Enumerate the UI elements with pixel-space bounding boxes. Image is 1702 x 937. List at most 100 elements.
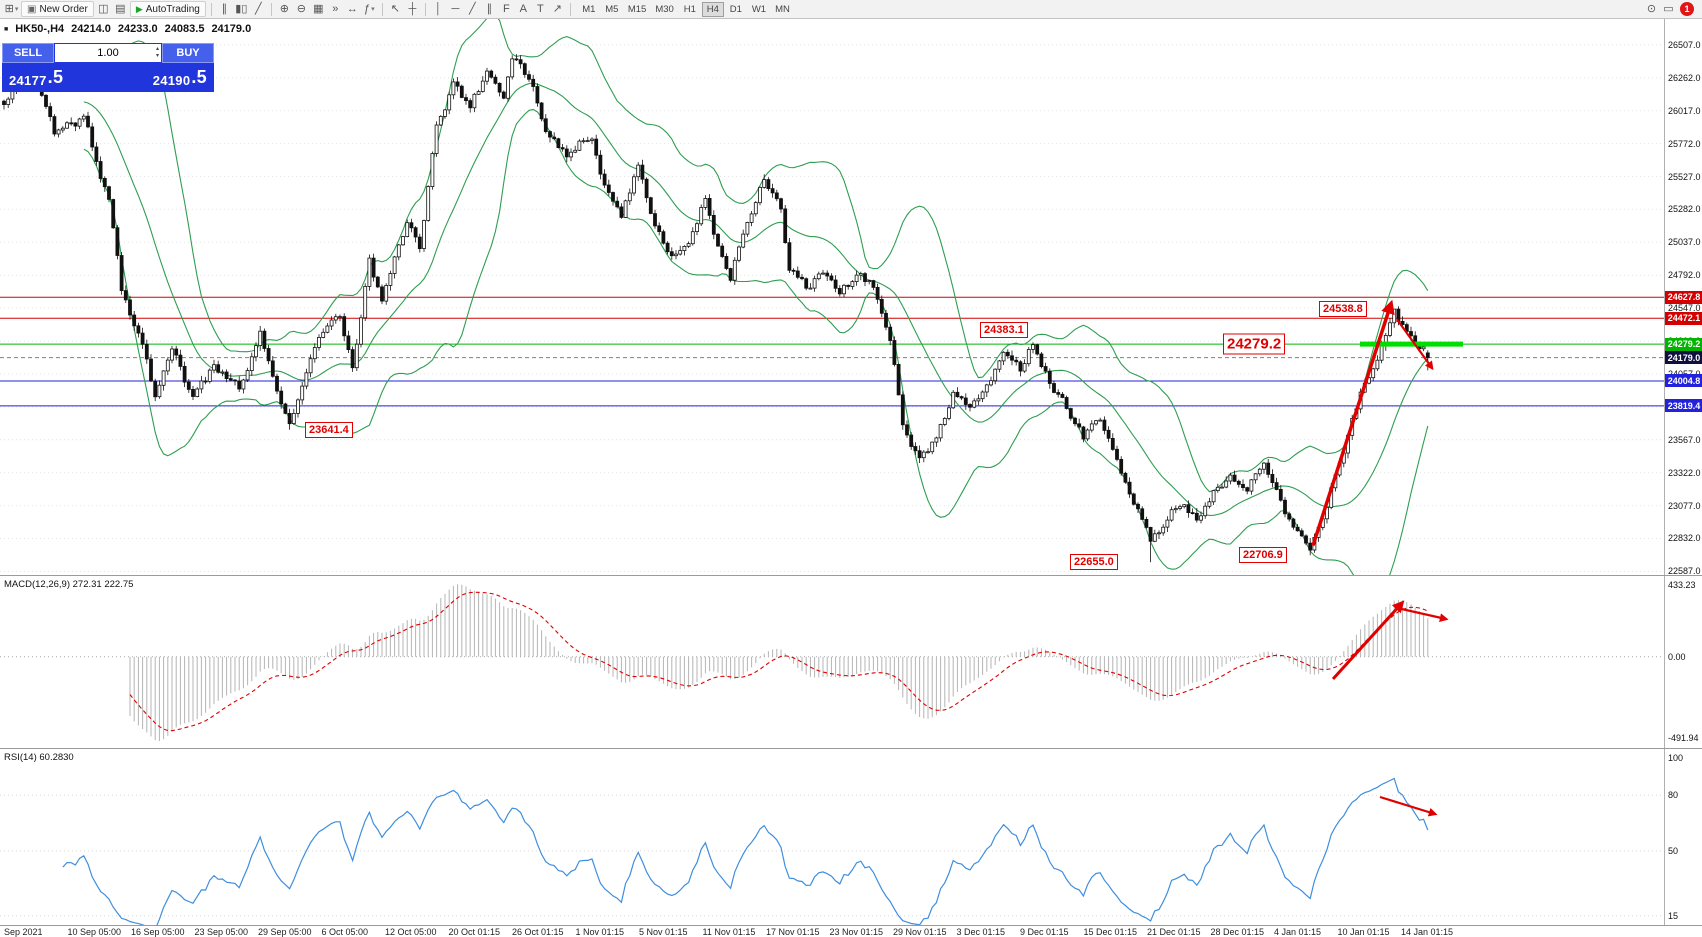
- time-axis-label: 4 Jan 01:15: [1274, 927, 1322, 937]
- time-axis-label: 29 Nov 01:15: [893, 927, 947, 937]
- macd-panel: 433.23 0.00 -491.94 MACD(12,26,9) 272.31 2…: [0, 575, 1702, 748]
- time-axis-label: 28 Dec 01:15: [1210, 927, 1265, 937]
- time-axis-label: 6 Oct 05:00: [321, 927, 369, 937]
- rsi-axis: 100 80 50 15: [1664, 749, 1702, 925]
- timeframe-button-M30[interactable]: M30: [655, 3, 674, 15]
- indicators-icon[interactable]: ƒ ▾: [364, 2, 375, 15]
- time-axis-label: 29 Sep 05:00: [258, 927, 312, 937]
- ohlc-close: 24179.0: [211, 23, 252, 35]
- horizontal-line-icon[interactable]: ─: [451, 2, 460, 15]
- tile-windows-icon[interactable]: ▦: [313, 2, 324, 15]
- arrows-tool-icon[interactable]: ↗: [552, 2, 562, 15]
- time-axis-label: 23 Sep 05:00: [194, 927, 249, 937]
- rsi-panel: 100 80 50 15 RSI(14) 60.2830: [0, 748, 1702, 925]
- timeframe-button-D1[interactable]: D1: [729, 3, 742, 15]
- ohlc-high: 24233.0: [117, 23, 158, 35]
- toolbar-separator: [569, 2, 571, 16]
- rsi-axis-tick: 80: [1668, 790, 1679, 801]
- volume-value: 1.00: [97, 47, 119, 59]
- vertical-line-icon[interactable]: │: [434, 2, 442, 15]
- price-axis-tick: 24547.0: [1668, 303, 1701, 314]
- messages-icon[interactable]: ▭: [1663, 2, 1674, 15]
- main-chart-plot[interactable]: [0, 19, 1664, 575]
- price-axis-tick: 26507.0: [1668, 39, 1701, 50]
- symbol-header: ■ HK50-,H4 24214.0 24233.0 24083.5 24179…: [4, 23, 251, 35]
- price-tag-24179.0: 24179.0: [1665, 351, 1702, 365]
- time-axis-label: Sep 2021: [4, 927, 43, 937]
- autotrading-label: AutoTrading: [145, 3, 200, 15]
- search-icon[interactable]: ⊙: [1646, 2, 1657, 15]
- time-axis-label: 12 Oct 05:00: [385, 927, 437, 937]
- zoom-out-icon[interactable]: ⊖: [296, 2, 306, 15]
- new-order-button[interactable]: ▣ New Order: [21, 1, 94, 17]
- price-callout[interactable]: 24383.1: [980, 322, 1028, 339]
- volume-up-icon[interactable]: ▴: [155, 46, 159, 52]
- macd-axis-tick: -491.94: [1668, 732, 1699, 743]
- time-axis-label: 10 Sep 05:00: [67, 927, 122, 937]
- volume-down-icon[interactable]: ▾: [155, 53, 159, 59]
- ohlc-low: 24083.5: [164, 23, 205, 35]
- fibonacci-icon[interactable]: F: [502, 2, 510, 15]
- volume-spinner[interactable]: ▴ ▾: [156, 46, 159, 60]
- price-tag-23819.4: 23819.4: [1665, 399, 1702, 413]
- rsi-plot[interactable]: [0, 749, 1664, 925]
- sell-button[interactable]: SELL: [2, 43, 54, 63]
- volume-input[interactable]: 1.00 ▴ ▾: [54, 43, 162, 63]
- buy-price: 24190.5: [152, 67, 207, 88]
- time-axis[interactable]: Sep 2021 10 Sep 05:00 16 Sep 05:00 23 Sep 0…: [0, 925, 1702, 937]
- price-tag-24004.8: 24004.8: [1665, 374, 1702, 388]
- profiles-icon[interactable]: ▤: [115, 2, 126, 15]
- channel-icon[interactable]: ∥: [486, 2, 493, 15]
- time-axis-label: 9 Dec 01:15: [1020, 927, 1069, 937]
- price-axis-tick: 25282.0: [1668, 204, 1701, 215]
- price-axis-tick: 26017.0: [1668, 105, 1701, 116]
- macd-label: MACD(12,26,9) 272.31 222.75: [4, 579, 134, 590]
- notification-badge[interactable]: 1: [1680, 2, 1694, 16]
- time-axis-label: 21 Dec 01:15: [1147, 927, 1201, 937]
- crosshair-icon[interactable]: ┼: [408, 2, 417, 15]
- price-axis-tick: 25527.0: [1668, 171, 1701, 182]
- macd-plot[interactable]: [0, 576, 1664, 748]
- timeframe-button-H4[interactable]: H4: [701, 1, 724, 17]
- time-axis-label: 26 Oct 01:15: [512, 927, 564, 937]
- auto-scroll-icon[interactable]: »: [332, 2, 339, 15]
- timeframe-button-W1[interactable]: W1: [751, 3, 767, 15]
- price-axis-tick: 23077.0: [1668, 500, 1701, 511]
- zoom-in-icon[interactable]: ⊕: [279, 2, 289, 15]
- rsi-axis-tick: 50: [1668, 845, 1679, 856]
- autotrading-button[interactable]: ▶ AutoTrading: [129, 1, 206, 17]
- trendline-icon[interactable]: ╱: [469, 2, 476, 15]
- line-chart-icon[interactable]: ╱: [255, 2, 262, 15]
- sell-price: 24177.5: [9, 67, 64, 88]
- price-callout[interactable]: 24279.2: [1223, 333, 1286, 355]
- timeframe-button-H1[interactable]: H1: [683, 3, 696, 15]
- charts-menu-icon[interactable]: ◫: [98, 2, 109, 15]
- price-callout[interactable]: 23641.4: [305, 421, 353, 438]
- chart-shift-icon[interactable]: ↔: [346, 2, 358, 15]
- price-callout[interactable]: 22706.9: [1239, 547, 1287, 564]
- ohlc-open: 24214.0: [71, 23, 111, 35]
- timeframe-button-MN[interactable]: MN: [775, 3, 790, 15]
- price-axis-tick: 23567.0: [1668, 434, 1701, 445]
- time-axis-label: 3 Dec 01:15: [956, 927, 1006, 937]
- macd-axis-tick: 0.00: [1668, 651, 1686, 662]
- price-callout[interactable]: 22655.0: [1070, 554, 1118, 571]
- label-icon[interactable]: T: [536, 2, 544, 15]
- buy-button[interactable]: BUY: [162, 43, 214, 63]
- timeframe-button-M1[interactable]: M1: [582, 3, 596, 15]
- price-callout[interactable]: 24538.8: [1319, 301, 1367, 318]
- one-click-trading-widget: SELL 1.00 ▴ ▾ BUY 24177.5 24190.5: [2, 43, 214, 92]
- price-axis-tick: 22832.0: [1668, 533, 1701, 544]
- candlestick-chart-icon[interactable]: ▮▯: [235, 2, 248, 15]
- timeframe-button-M5[interactable]: M5: [605, 3, 619, 15]
- timeframe-button-M15[interactable]: M15: [627, 3, 647, 15]
- toolbar-separator: [210, 2, 212, 16]
- new-order-icon: ▣: [27, 3, 37, 15]
- new-chart-icon[interactable]: ⊞ ▾: [4, 2, 19, 15]
- time-axis-label: 5 Nov 01:15: [639, 927, 688, 937]
- price-axis[interactable]: 26507.0 26262.0 26017.0 25772.0 25527.0 25282…: [1664, 19, 1702, 576]
- cursor-icon[interactable]: ↖: [390, 2, 400, 15]
- bar-chart-icon[interactable]: ∥: [221, 2, 228, 15]
- text-icon[interactable]: A: [519, 2, 528, 15]
- new-order-label: New Order: [39, 3, 88, 15]
